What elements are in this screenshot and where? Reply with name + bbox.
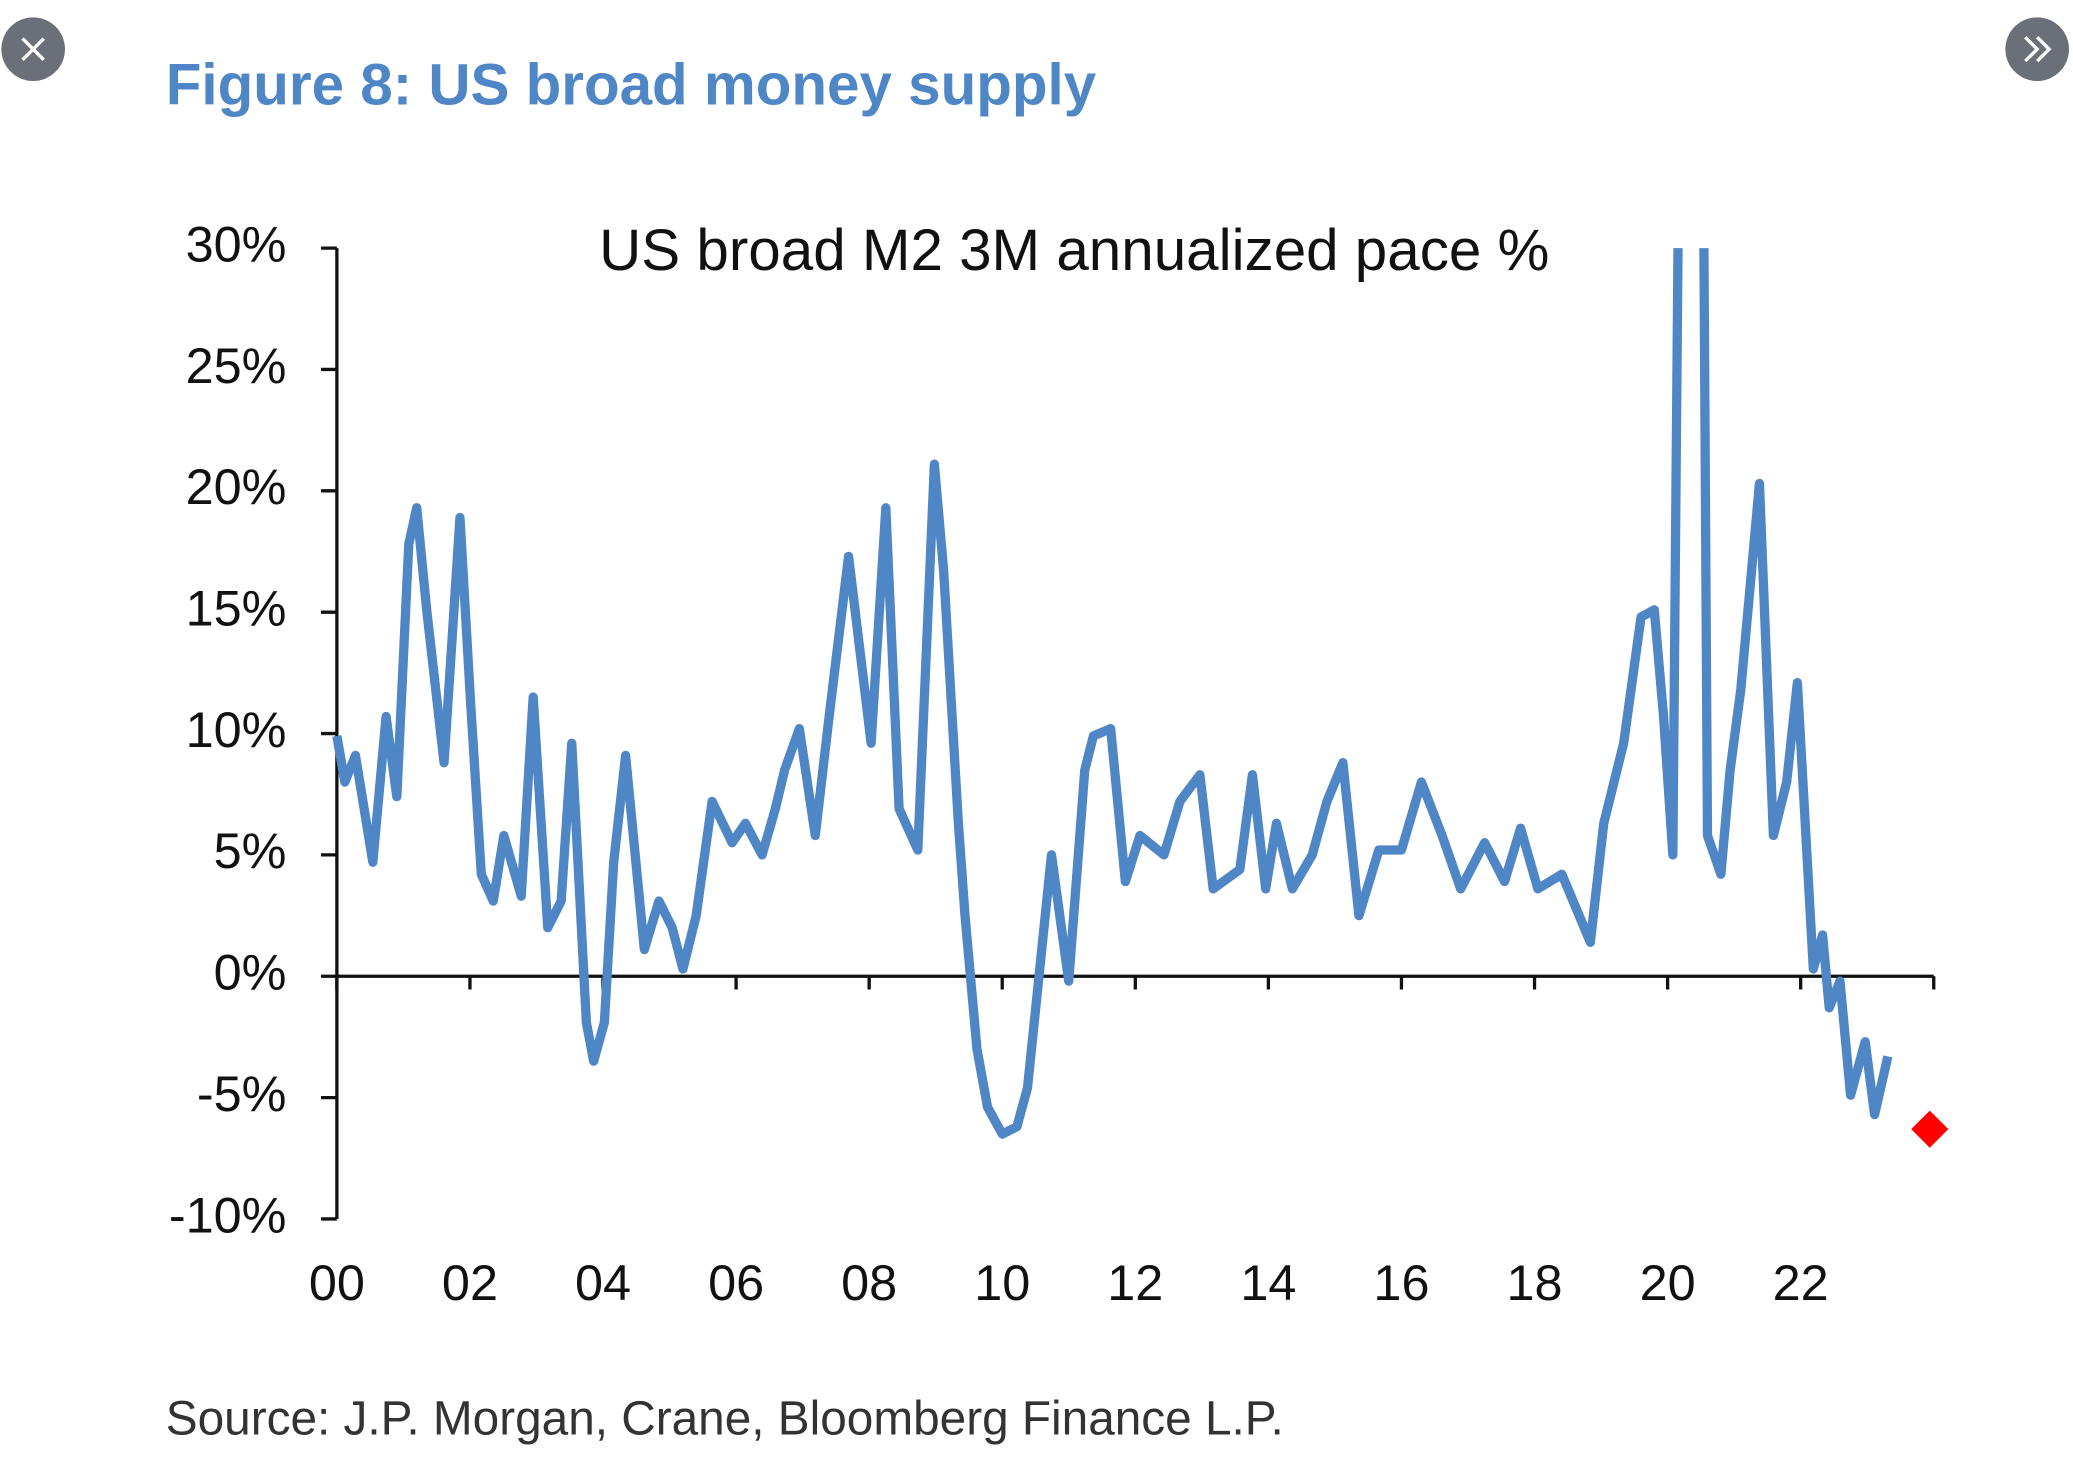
y-tick-label: 10% (186, 701, 287, 758)
y-tick-label: 30% (186, 215, 287, 272)
chart-title: US broad M2 3M annualized pace % (599, 218, 1549, 283)
y-tick-label: 0% (214, 944, 287, 1001)
close-icon[interactable] (21, 37, 45, 61)
x-tick-label: 22 (1773, 1254, 1829, 1311)
y-tick-label: 25% (186, 337, 287, 394)
data-line (332, 248, 1893, 1139)
x-tick-label: 16 (1373, 1254, 1429, 1311)
x-tick-label: 00 (309, 1254, 365, 1311)
next-icon[interactable] (2024, 36, 2052, 63)
y-tick-label: -5% (197, 1065, 287, 1122)
x-tick-label: 06 (708, 1254, 764, 1311)
y-tick-label: -10% (169, 1186, 287, 1243)
x-tick-label: 08 (841, 1254, 897, 1311)
x-tick-label: 12 (1107, 1254, 1163, 1311)
y-tick-label: 5% (214, 822, 287, 879)
x-tick-label: 14 (1240, 1254, 1296, 1311)
x-tick-label: 18 (1507, 1254, 1563, 1311)
x-tick-label: 02 (442, 1254, 498, 1311)
y-tick-label: 20% (186, 458, 287, 515)
y-tick-label: 15% (186, 579, 287, 636)
next-button[interactable] (2005, 17, 2070, 81)
close-button[interactable] (1, 17, 65, 81)
marker-point (1911, 1110, 1949, 1148)
figure-title: Figure 8: US broad money supply (166, 52, 1097, 117)
plot-area (332, 248, 1893, 1139)
x-tick-label: 04 (575, 1254, 631, 1311)
x-tick-label: 20 (1640, 1254, 1696, 1311)
source: Source: J.P. Morgan, Crane, Bloomberg Fi… (166, 1392, 1284, 1445)
x-tick-label: 10 (974, 1254, 1030, 1311)
